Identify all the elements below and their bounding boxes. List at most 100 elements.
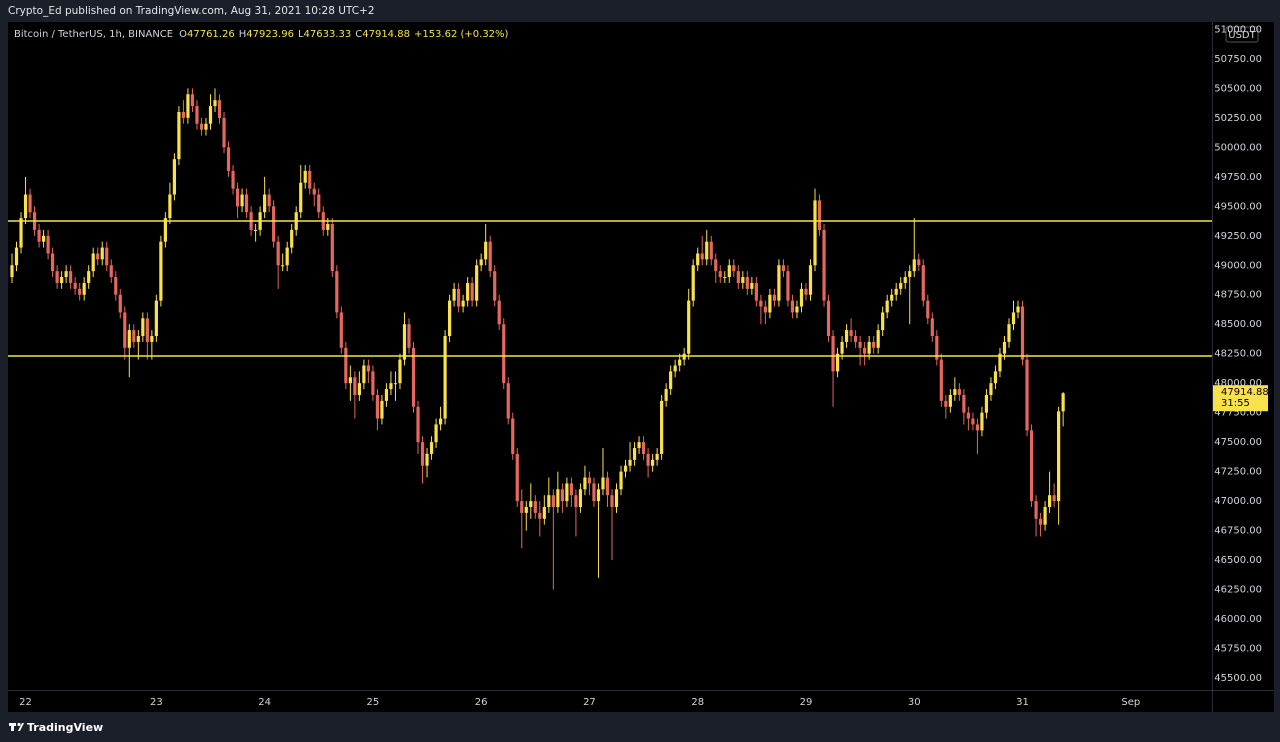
y-tick-label: 46250.00 xyxy=(1214,585,1262,596)
candle-body xyxy=(619,471,623,490)
candle-body xyxy=(678,359,682,366)
candle-body xyxy=(443,336,447,419)
candle-body xyxy=(921,265,925,301)
candle-body xyxy=(574,495,578,507)
candle-body xyxy=(416,406,420,443)
candle-body xyxy=(488,241,492,272)
candle-body xyxy=(299,182,303,213)
candle-body xyxy=(804,288,808,295)
currency: USDT xyxy=(1228,30,1256,41)
candle-body xyxy=(601,477,605,490)
candle-body xyxy=(628,459,632,466)
candle-body xyxy=(912,259,916,272)
candle-body xyxy=(69,271,73,283)
candle-body xyxy=(962,394,966,413)
candle-body xyxy=(511,418,515,454)
candle-body xyxy=(1052,495,1056,502)
plot-background xyxy=(8,22,1274,712)
candle-body xyxy=(366,365,370,372)
candle-body xyxy=(515,453,519,502)
candle-body xyxy=(808,265,813,295)
x-tick-label: 26 xyxy=(475,697,488,708)
candle-body xyxy=(872,341,876,348)
candle-body xyxy=(177,111,181,160)
x-tick-label: 31 xyxy=(1016,697,1029,708)
candle-body xyxy=(217,100,222,118)
candle-body xyxy=(493,271,497,301)
x-tick-label: 23 xyxy=(150,697,163,708)
y-tick-label: 50250.00 xyxy=(1214,113,1262,124)
candle-body xyxy=(308,170,312,189)
candle-body xyxy=(375,394,380,419)
candle-body xyxy=(1057,411,1061,502)
y-tick-label: 51000.00 xyxy=(1214,24,1262,35)
x-tick-label: 22 xyxy=(19,697,32,708)
candle-body xyxy=(330,223,334,272)
candle-body xyxy=(966,412,970,419)
x-tick-label: 24 xyxy=(258,697,271,708)
candle-body xyxy=(240,194,244,207)
candle-body xyxy=(1002,341,1007,354)
x-tick-label: 25 xyxy=(367,697,380,708)
y-tick-label: 45750.00 xyxy=(1214,643,1262,654)
candle-body xyxy=(402,324,407,360)
candle-body xyxy=(799,288,804,307)
candle-body xyxy=(993,371,998,384)
y-tick-label: 50500.00 xyxy=(1214,83,1262,94)
candle-body xyxy=(114,277,118,295)
candle-body xyxy=(73,282,77,289)
candle-body xyxy=(105,247,109,266)
change: +153.62 (+0.32%) xyxy=(414,29,509,40)
candle-body xyxy=(23,194,28,219)
candle-body xyxy=(78,288,82,295)
x-tick-label: 30 xyxy=(908,697,921,708)
y-tick-label: 49250.00 xyxy=(1214,231,1262,242)
ohlc-prefix: C xyxy=(355,29,362,40)
candle-body xyxy=(786,271,790,301)
y-tick-label: 49000.00 xyxy=(1214,260,1262,271)
candle-body xyxy=(777,265,781,301)
candle-body xyxy=(1061,393,1065,412)
candle-body xyxy=(64,271,68,278)
candle-body xyxy=(1043,506,1047,525)
candle-body xyxy=(303,170,307,183)
y-tick-label: 46750.00 xyxy=(1214,526,1262,537)
candle-body xyxy=(466,282,470,301)
candle-body xyxy=(542,506,546,519)
candle-body xyxy=(60,277,64,283)
candle-body xyxy=(623,465,628,472)
candle-body xyxy=(348,377,352,384)
countdown: 31:55 xyxy=(1221,398,1250,409)
candle-body xyxy=(154,300,158,337)
candle-body xyxy=(208,106,213,124)
candle-body xyxy=(935,336,939,360)
candle-body xyxy=(91,253,95,272)
candle-body xyxy=(596,489,601,502)
candle-body xyxy=(831,336,835,372)
brand-logo xyxy=(9,722,24,731)
published-note: Crypto_Ed published on TradingView.com, … xyxy=(8,5,375,17)
candle-body xyxy=(100,247,104,260)
candle-body xyxy=(344,347,348,384)
candle-body xyxy=(547,495,551,507)
candle-body xyxy=(863,347,867,354)
price-badge xyxy=(1213,385,1268,412)
candle-body xyxy=(51,253,55,272)
candle-body xyxy=(213,100,217,107)
candle-body xyxy=(890,294,894,301)
y-tick-label: 49750.00 xyxy=(1214,172,1262,183)
x-tick-label: 27 xyxy=(583,697,596,708)
y-tick-label: 48250.00 xyxy=(1214,349,1262,360)
y-tick-label: 46500.00 xyxy=(1214,555,1262,566)
x-tick-label: 29 xyxy=(800,697,813,708)
candle-body xyxy=(705,241,709,260)
candle-body xyxy=(132,330,136,342)
candle-body xyxy=(614,489,619,507)
candle-body xyxy=(317,194,321,213)
candle-body xyxy=(335,271,339,313)
candle-body xyxy=(244,194,249,213)
candle-body xyxy=(290,229,294,248)
y-tick-label: 48750.00 xyxy=(1214,290,1262,301)
candle-body xyxy=(181,111,186,118)
